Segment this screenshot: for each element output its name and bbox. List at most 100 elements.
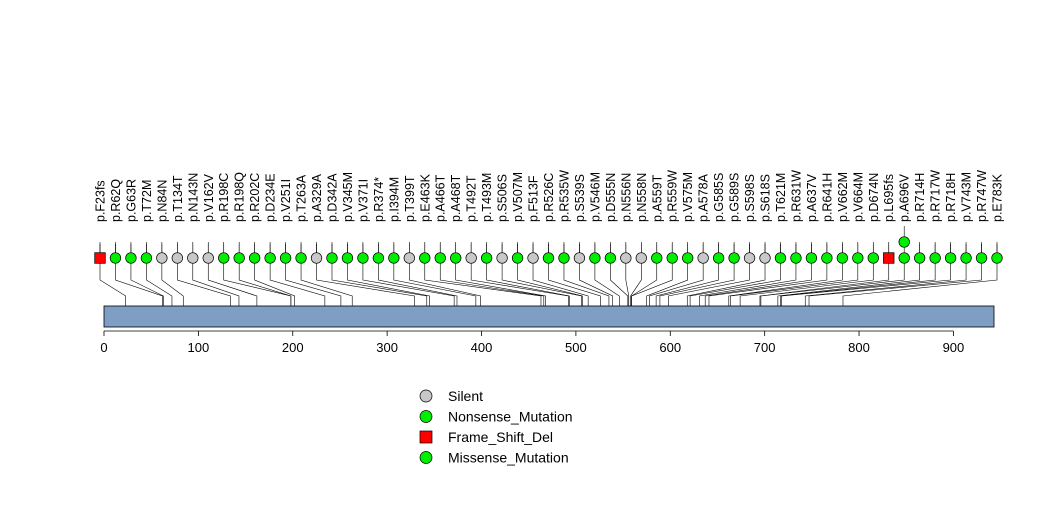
connector-line [316,258,415,306]
mutation-label: p.R641H [820,173,834,222]
mutation-label: p.R198Q [233,172,247,222]
mutation-marker [666,252,678,264]
mutation-marker [171,252,183,264]
mutation-marker [434,252,446,264]
mutation-marker [480,252,493,264]
mutation-marker [279,252,292,264]
mutation-marker [697,252,709,264]
mutation-marker [326,252,338,264]
mutation-marker [883,252,895,264]
connector-line [563,258,610,306]
mutation-marker [558,252,570,264]
mutation-label: p.N556N [619,173,633,222]
connector-line [254,258,295,306]
mutation-label: p.V345M [341,172,355,222]
connector-line [759,258,890,306]
mutation-marker [712,252,725,264]
mutation-marker [898,252,910,264]
connector-line [777,258,920,306]
mutation-marker [140,252,153,264]
mutation-marker [156,252,168,264]
connector-line [269,258,326,306]
connector-line [594,258,620,306]
mutation-label: p.R374* [372,177,386,222]
mutation-marker [310,252,323,264]
mutation-label: p.A468T [449,174,463,222]
legend-swatch [419,389,433,403]
connector-line [548,258,601,306]
mutation-marker [218,252,230,264]
connector-line [207,258,258,306]
connector-line [630,258,642,306]
mutation-labels: p.F23fs p.R62Q p.G63R p.T72M p.N84N p.T134T p.… [94,170,1005,222]
mutation-marker [914,252,926,264]
mutation-label: p.R747W [975,170,989,222]
mutation-marker [109,252,122,264]
mutation-marker [527,252,539,264]
connector-line [730,258,859,306]
connector-line [804,258,967,306]
mutation-marker [573,252,586,264]
mutation-marker [465,252,477,264]
connector-line [659,258,735,306]
x-tick-label: 200 [282,340,304,355]
mutation-marker [187,252,199,264]
mutation-marker [929,252,941,264]
mutation-marker [728,252,740,264]
mutation-label: p.F23fs [94,180,108,222]
mutation-label: p.V251I [279,179,293,222]
mutation-marker [125,252,137,264]
mutation-marker [682,252,694,264]
mutation-marker [264,252,276,264]
connector-line [631,258,658,306]
mutation-label: p.R717W [929,170,943,222]
connector-line [631,258,673,306]
connector-line [362,258,455,306]
mutation-label: p.R202C [248,173,262,222]
mutation-marker [357,252,369,264]
x-tick-label: 800 [848,340,870,355]
mutation-label: p.A696V [898,173,912,222]
mutation-label: p.R535W [557,170,571,222]
mutation-label: p.A466T [434,174,448,222]
mutation-marker [960,252,972,264]
mutation-label: p.R714H [913,173,927,222]
connector-line [501,258,582,306]
connector-line [331,258,428,306]
mutation-marker [496,252,508,264]
mutation-label: p.D674N [867,173,881,222]
connector-line [646,258,688,306]
connector-line [238,258,292,306]
mutation-marker [388,252,400,264]
x-tick-label: 100 [188,340,210,355]
x-axis: 0 100 200 300 400 500 600 700 800 900 [100,330,964,355]
mutation-label: p.A559T [650,174,664,222]
mutation-marker [805,252,818,264]
mutation-marker [202,252,214,264]
connector-line [486,258,570,306]
connector-line [130,258,164,306]
connector-line [146,258,173,306]
connector-line [699,258,797,306]
legend-label: Frame_Shift_Del [448,429,553,445]
connector-line [610,258,629,306]
mutation-label: p.S539S [573,174,587,222]
mutation-marker [790,252,802,264]
x-tick-label: 300 [376,340,398,355]
mutation-label: p.R559W [666,170,680,222]
mutation-label: p.G589S [728,173,742,222]
mutation-label: p.D342A [325,173,339,222]
mutation-label: p.F513F [527,175,541,222]
connector-line [177,258,231,306]
mutation-marker [295,252,307,264]
legend-label: Missense_Mutation [448,450,569,466]
legend-swatch [419,451,433,464]
mutation-label: p.A578A [697,173,711,222]
mutation-marker [651,252,663,264]
mutation-marker [944,252,957,264]
mutation-label: p.G585S [712,173,726,222]
x-tick-label: 500 [565,340,587,355]
mutation-marker [94,252,106,264]
mutation-label: p.N558N [635,173,649,222]
